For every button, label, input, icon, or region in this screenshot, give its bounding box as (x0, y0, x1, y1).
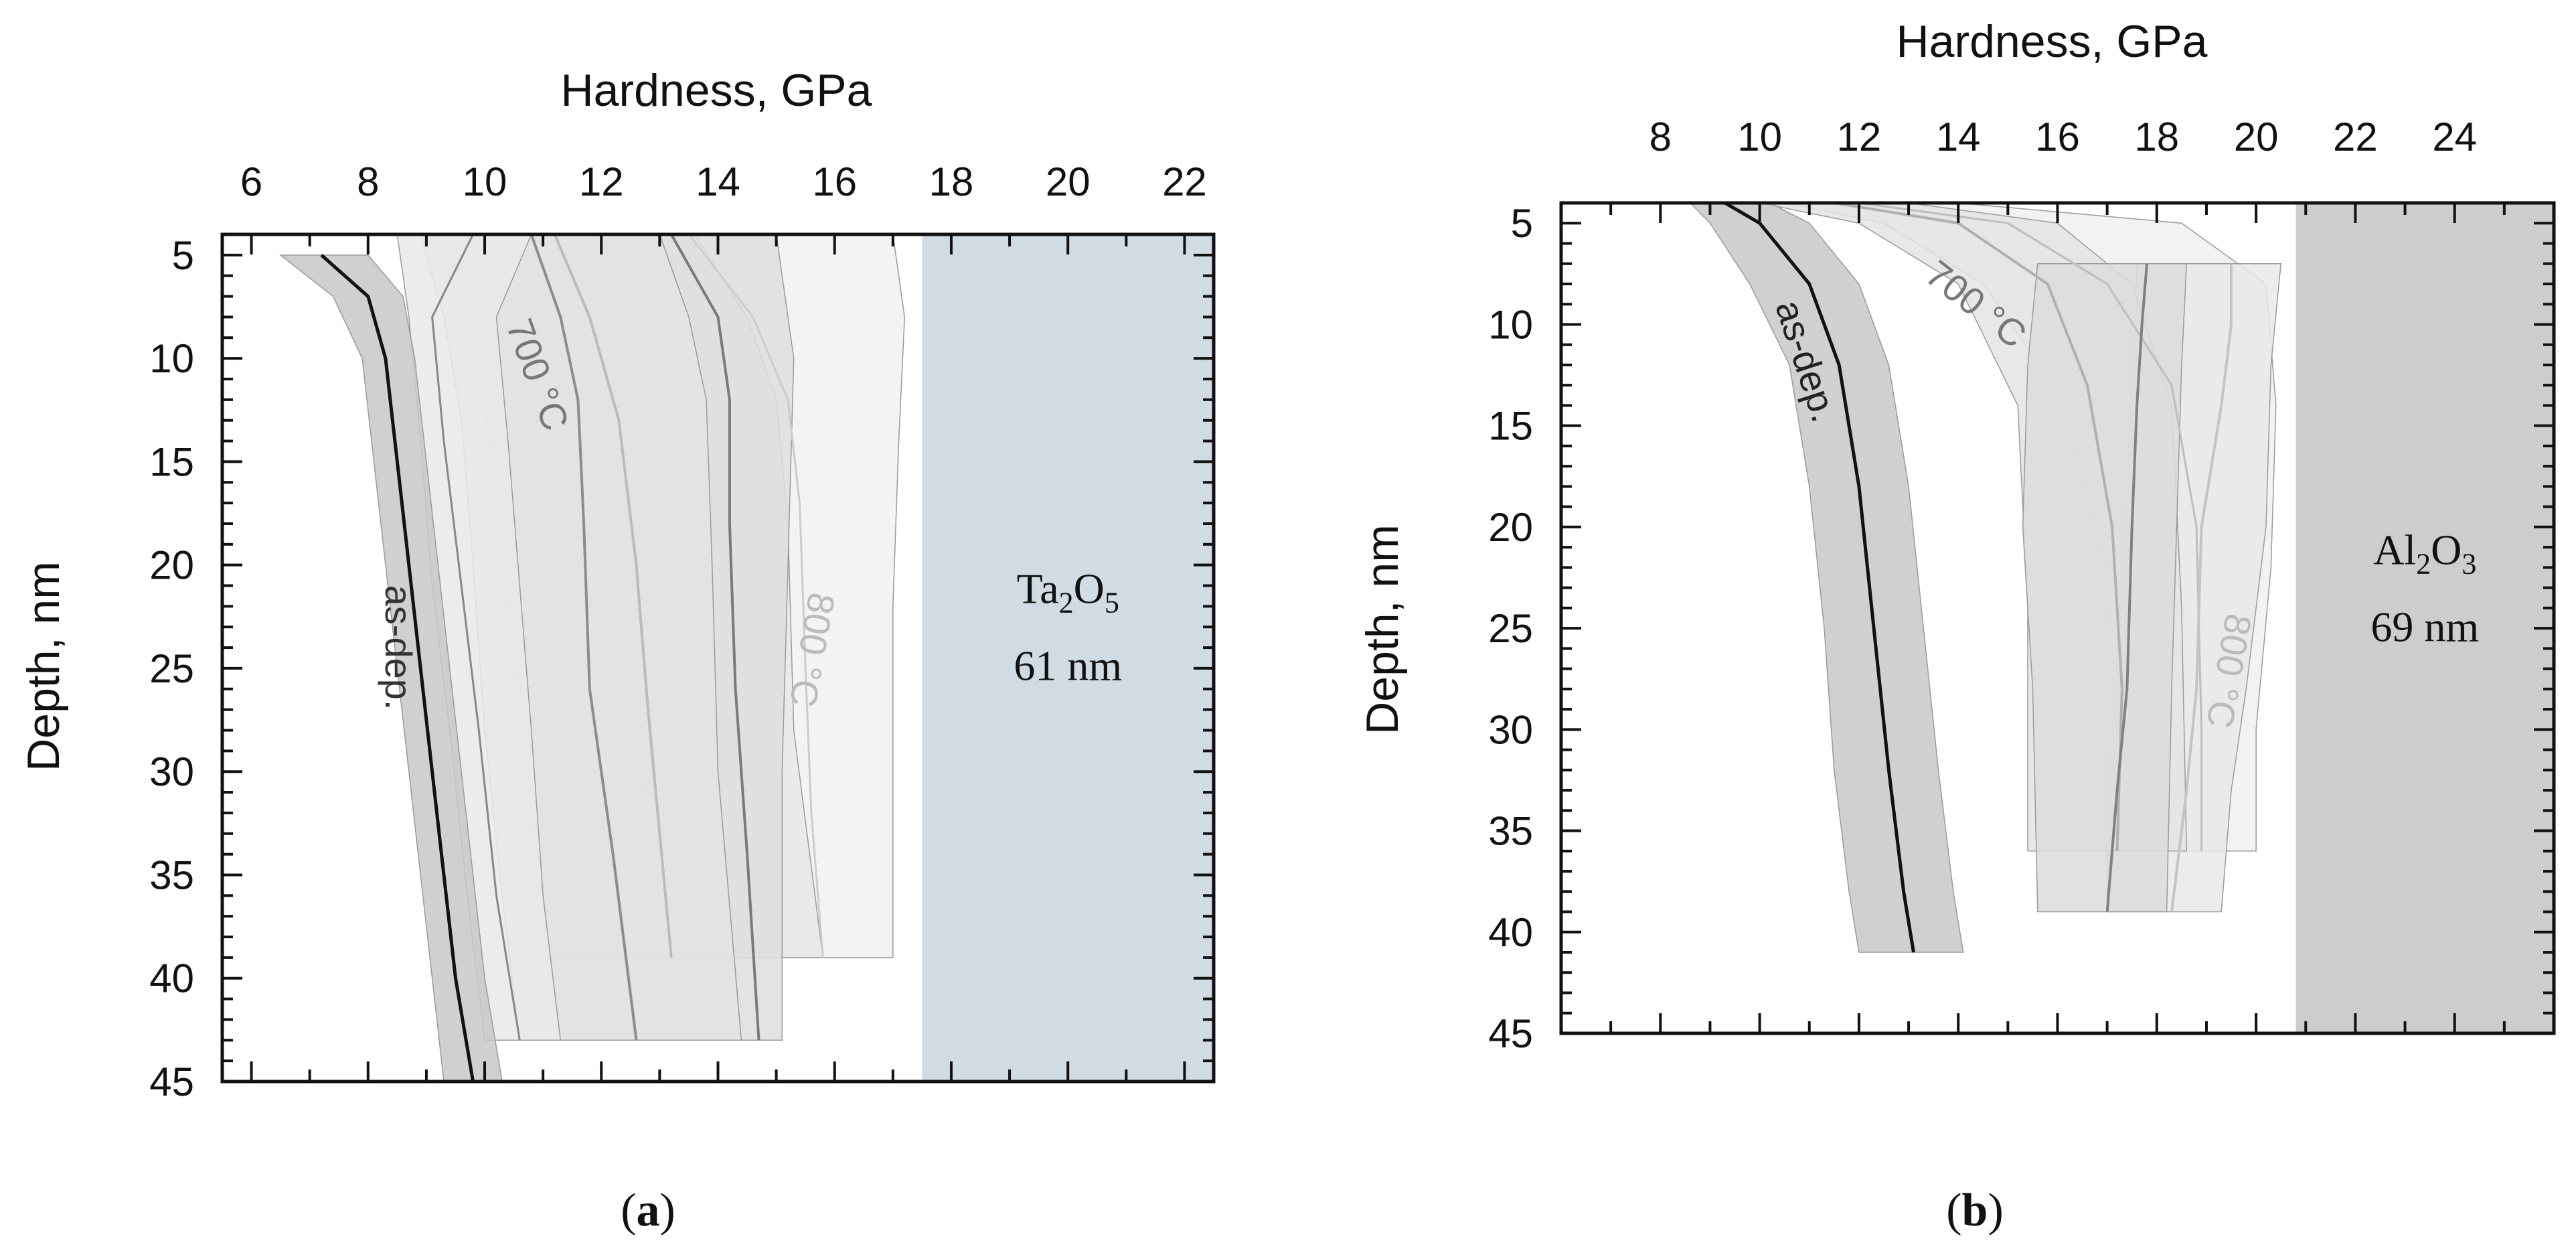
a-y-tick-label: 25 (149, 646, 194, 691)
panel-a-x-title: Hardness, GPa (561, 65, 872, 116)
a-x-tick-label: 14 (696, 159, 740, 204)
b-y-tick-label: 30 (1488, 707, 1533, 752)
b-film-formula-sub2: 3 (2462, 547, 2476, 580)
b-y-tick-label: 10 (1488, 302, 1533, 347)
b-x-tick-label: 12 (1837, 115, 1882, 159)
b-x-tick-label: 10 (1737, 115, 1782, 159)
panel-b-x-title: Hardness, GPa (1897, 16, 2208, 67)
b-y-tick-label: 15 (1488, 404, 1533, 449)
panel-b-y-title: Depth, nm (1357, 524, 1408, 735)
a-series-line-1 (553, 234, 673, 958)
b-y-tick-label: 35 (1488, 809, 1533, 854)
b-x-tick-label: 20 (2234, 115, 2279, 159)
b-film-formula: Al2O3 (2373, 526, 2476, 580)
b-series-band-4 (1689, 202, 1964, 953)
b-film-formula-sub1: 2 (2416, 547, 2431, 580)
a-series-line-4 (431, 234, 521, 1041)
b-film-formula-el1: Al (2373, 526, 2416, 573)
b-film-formula-el2: O (2431, 526, 2462, 573)
b-series-line-0 (1858, 202, 2202, 851)
a-x-tick-label: 18 (929, 159, 974, 204)
a-y-tick-label: 5 (172, 233, 194, 278)
a-y-tick-label: 20 (149, 543, 194, 588)
b-x-tick-label: 22 (2333, 115, 2378, 159)
a-film-thickness: 61 nm (1014, 642, 1122, 689)
b-y-tick-label: 20 (1488, 505, 1533, 550)
a-series-line-0 (688, 234, 824, 958)
a-curve-annotation-0: as-dep. (378, 585, 420, 711)
a-x-tick-label: 10 (463, 159, 507, 204)
panel-b-label: (b) (1946, 1185, 2004, 1236)
a-x-tick-label: 8 (357, 159, 379, 204)
b-y-tick-label: 5 (1511, 201, 1533, 246)
a-film-formula-el1: Ta (1017, 565, 1059, 612)
a-y-tick-label: 15 (149, 439, 194, 484)
a-x-tick-label: 22 (1162, 159, 1207, 204)
a-film-formula-sub1: 2 (1059, 586, 1074, 619)
a-x-tick-label: 6 (240, 159, 262, 204)
a-y-tick-label: 35 (149, 853, 194, 897)
b-series-line-1 (2170, 263, 2233, 912)
a-series-line-5 (320, 254, 475, 1082)
b-series-line-2 (1834, 202, 2123, 851)
a-y-tick-label: 10 (149, 336, 194, 381)
b-series-line-4 (1724, 201, 1915, 953)
panel-a-y-title: Depth, nm (18, 561, 69, 771)
b-series-band-3 (2022, 263, 2188, 913)
a-y-tick-label: 45 (149, 1059, 194, 1104)
b-x-tick-label: 8 (1649, 115, 1672, 159)
panel-a-label: (a) (621, 1185, 675, 1236)
a-series-line-2 (670, 234, 760, 1041)
b-y-tick-label: 45 (1488, 1011, 1533, 1056)
b-x-tick-label: 18 (2134, 115, 2179, 159)
b-x-tick-label: 24 (2432, 115, 2477, 159)
a-film-formula-el2: O (1074, 565, 1105, 612)
a-film-formula: Ta2O5 (1017, 565, 1119, 619)
a-x-tick-label: 20 (1046, 159, 1091, 204)
b-x-tick-label: 16 (2035, 115, 2080, 159)
b-y-tick-label: 25 (1488, 606, 1533, 651)
a-film-formula-sub2: 5 (1105, 586, 1119, 619)
a-x-tick-label: 16 (812, 159, 857, 204)
plot-a: 6 8 10 12 14 16 18 20 2251015202530354045as-dep.… (149, 159, 1216, 1104)
b-film-band (2296, 203, 2554, 1033)
a-x-tick-label: 12 (579, 159, 624, 204)
b-film-thickness: 69 nm (2370, 603, 2479, 650)
b-series-line-3 (2105, 263, 2148, 912)
a-series-line-3 (530, 234, 638, 1041)
b-x-tick-label: 14 (1936, 115, 1981, 159)
a-y-tick-label: 40 (149, 956, 194, 1001)
a-y-tick-label: 30 (149, 749, 194, 794)
plot-b: 8 10 12 14 16 18 20 22 2451015202530354045as-dep… (1488, 115, 2556, 1056)
a-film-band (922, 234, 1214, 1082)
b-y-tick-label: 40 (1488, 910, 1533, 955)
